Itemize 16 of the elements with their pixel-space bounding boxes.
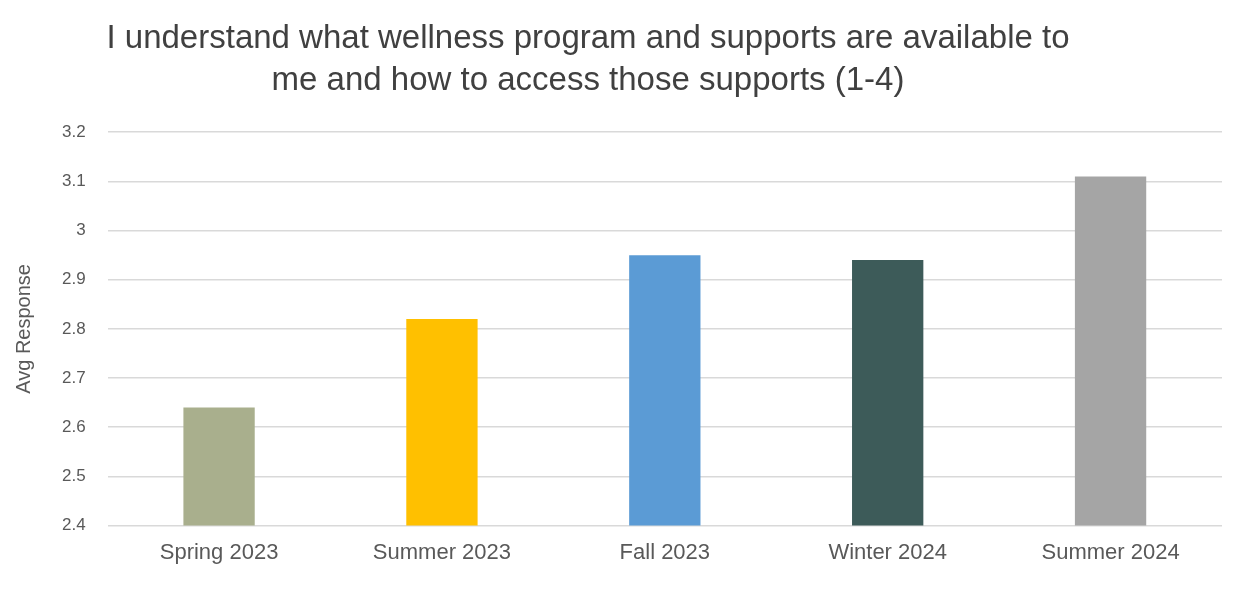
x-tick-label: Fall 2023 [619, 538, 711, 564]
y-tick-label: 2.7 [61, 367, 86, 387]
y-tick-label: 2.8 [61, 318, 86, 338]
y-tick-label: 3.2 [61, 121, 86, 141]
x-tick-label: Summer 2023 [372, 538, 512, 564]
y-tick-label: 2.6 [61, 416, 86, 436]
x-tick-label: Spring 2023 [159, 538, 279, 564]
x-tick-label: Winter 2024 [828, 538, 947, 564]
y-tick-label: 3.1 [61, 171, 86, 191]
y-tick-label: 2.9 [61, 269, 86, 289]
chart-title: I understand what wellness program and supports are available to me and how to access those supports (1-4) [105, 17, 1071, 99]
y-axis-title: Avg Response [11, 264, 34, 394]
y-tick-label: 2.4 [61, 515, 86, 535]
x-tick-label: Summer 2024 [1041, 538, 1180, 564]
y-tick-label: 3 [76, 220, 86, 240]
y-tick-label: 2.5 [61, 466, 86, 486]
